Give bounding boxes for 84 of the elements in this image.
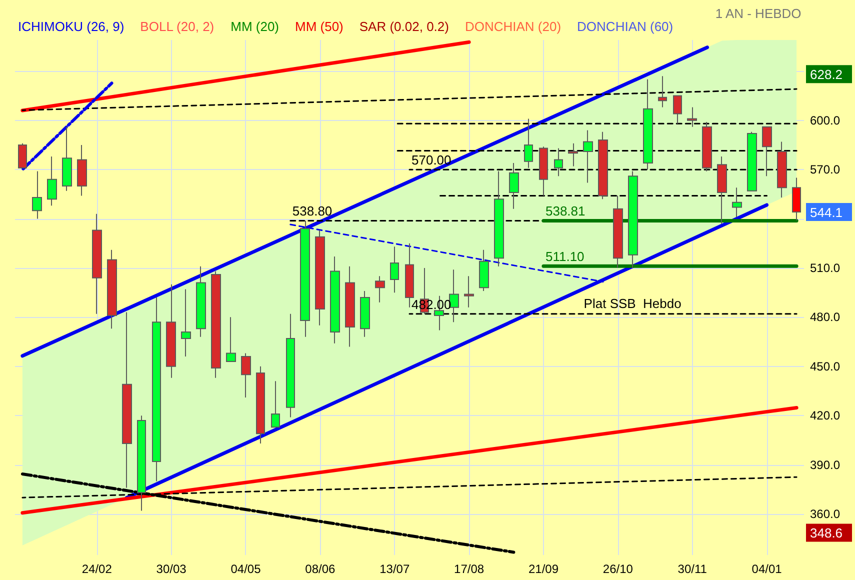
x-tick-label: 30/11 bbox=[678, 562, 708, 576]
candlestick bbox=[62, 126, 72, 192]
y-tick-label: 600.0 bbox=[810, 113, 840, 128]
candlestick bbox=[494, 170, 504, 267]
x-tick-label: 13/07 bbox=[380, 562, 410, 576]
series-label: 538.80 bbox=[292, 204, 332, 219]
candlestick bbox=[524, 118, 533, 168]
y-tick-label: 510.0 bbox=[810, 260, 840, 275]
candlestick bbox=[598, 131, 608, 200]
candlestick bbox=[137, 415, 146, 512]
candlestick bbox=[315, 230, 325, 326]
candlestick bbox=[211, 270, 221, 378]
x-tick-label: 08/06 bbox=[305, 562, 336, 576]
candlestick bbox=[286, 313, 295, 418]
candlestick bbox=[92, 213, 102, 314]
x-tick-label: 26/10 bbox=[602, 562, 634, 576]
candlestick bbox=[77, 144, 87, 196]
y-tick-label: 450.0 bbox=[810, 359, 840, 374]
candlestick bbox=[181, 288, 191, 358]
candlestick bbox=[687, 106, 697, 128]
y-tick-label: 570.0 bbox=[810, 162, 840, 177]
candlestick bbox=[107, 249, 117, 330]
candlestick bbox=[47, 156, 57, 206]
candlestick bbox=[732, 187, 742, 218]
text: BOLL (20, 2) bbox=[140, 19, 214, 34]
x-tick-label: 21/09 bbox=[528, 562, 559, 576]
candlestick bbox=[226, 316, 236, 362]
candlestick bbox=[345, 266, 355, 348]
chart-title: 1 AN - HEBDO bbox=[715, 6, 802, 21]
candlestick bbox=[375, 276, 385, 303]
y2-tick-label: 628.2 bbox=[810, 67, 843, 82]
candlestick bbox=[360, 290, 370, 338]
candlestick bbox=[568, 142, 578, 167]
candlestick bbox=[271, 380, 280, 428]
candlestick bbox=[122, 312, 132, 488]
x-tick-label: 30/03 bbox=[156, 562, 187, 576]
candlestick bbox=[554, 148, 563, 177]
candlestick bbox=[464, 276, 474, 308]
candlestick bbox=[613, 195, 623, 268]
candlestick bbox=[509, 162, 519, 210]
text: SAR (0.02, 0.2) bbox=[359, 19, 449, 34]
candlestick bbox=[300, 220, 310, 338]
series-label: 511.10 bbox=[545, 249, 584, 264]
y-tick-label: 420.0 bbox=[810, 408, 840, 423]
x-tick-label: 24/02 bbox=[82, 562, 112, 576]
candlestick bbox=[658, 76, 667, 108]
candlestick bbox=[583, 130, 593, 184]
candlestick bbox=[643, 78, 653, 170]
candlestick bbox=[673, 95, 682, 124]
candlestick bbox=[256, 366, 265, 444]
candlestick bbox=[628, 170, 638, 268]
candlestick bbox=[762, 126, 772, 177]
candlestick bbox=[196, 266, 206, 338]
candlestick bbox=[747, 131, 757, 192]
x-tick-label: 17/08 bbox=[454, 562, 484, 576]
series-label: 538.81 bbox=[545, 204, 586, 219]
text: ICHIMOKU (26, 9) bbox=[18, 19, 124, 34]
candlestick bbox=[539, 146, 548, 196]
text: MM (50) bbox=[295, 19, 344, 34]
text: MM (20) bbox=[230, 19, 279, 34]
y-tick-label: 360.0 bbox=[810, 506, 840, 521]
candlestick bbox=[717, 156, 727, 224]
candlestick bbox=[32, 170, 42, 220]
text: DONCHIAN (60) bbox=[577, 19, 674, 34]
candlestick bbox=[479, 249, 489, 292]
candlestick bbox=[390, 246, 399, 294]
candlestick bbox=[777, 141, 787, 198]
candlestick bbox=[449, 269, 459, 323]
x-tick-label: 04/01 bbox=[752, 562, 782, 576]
candlestick bbox=[702, 122, 712, 172]
candlestick bbox=[152, 297, 161, 482]
candlestick bbox=[792, 177, 801, 221]
candlestick bbox=[18, 142, 27, 168]
y-tick-label: 390.0 bbox=[810, 458, 840, 472]
candlestick bbox=[166, 284, 176, 378]
series-label: 570.00 bbox=[412, 152, 452, 168]
y-tick-label: 480.0 bbox=[810, 310, 840, 324]
text: DONCHIAN (20) bbox=[464, 19, 562, 34]
x-tick-label: 04/05 bbox=[230, 562, 262, 576]
y2-tick-label: 544.1 bbox=[810, 205, 843, 220]
y2-tick-label: 348.6 bbox=[810, 526, 843, 541]
candlestick bbox=[241, 352, 251, 398]
annotation: Plat SSB Hebdo bbox=[584, 296, 682, 311]
candlestick bbox=[330, 256, 340, 344]
